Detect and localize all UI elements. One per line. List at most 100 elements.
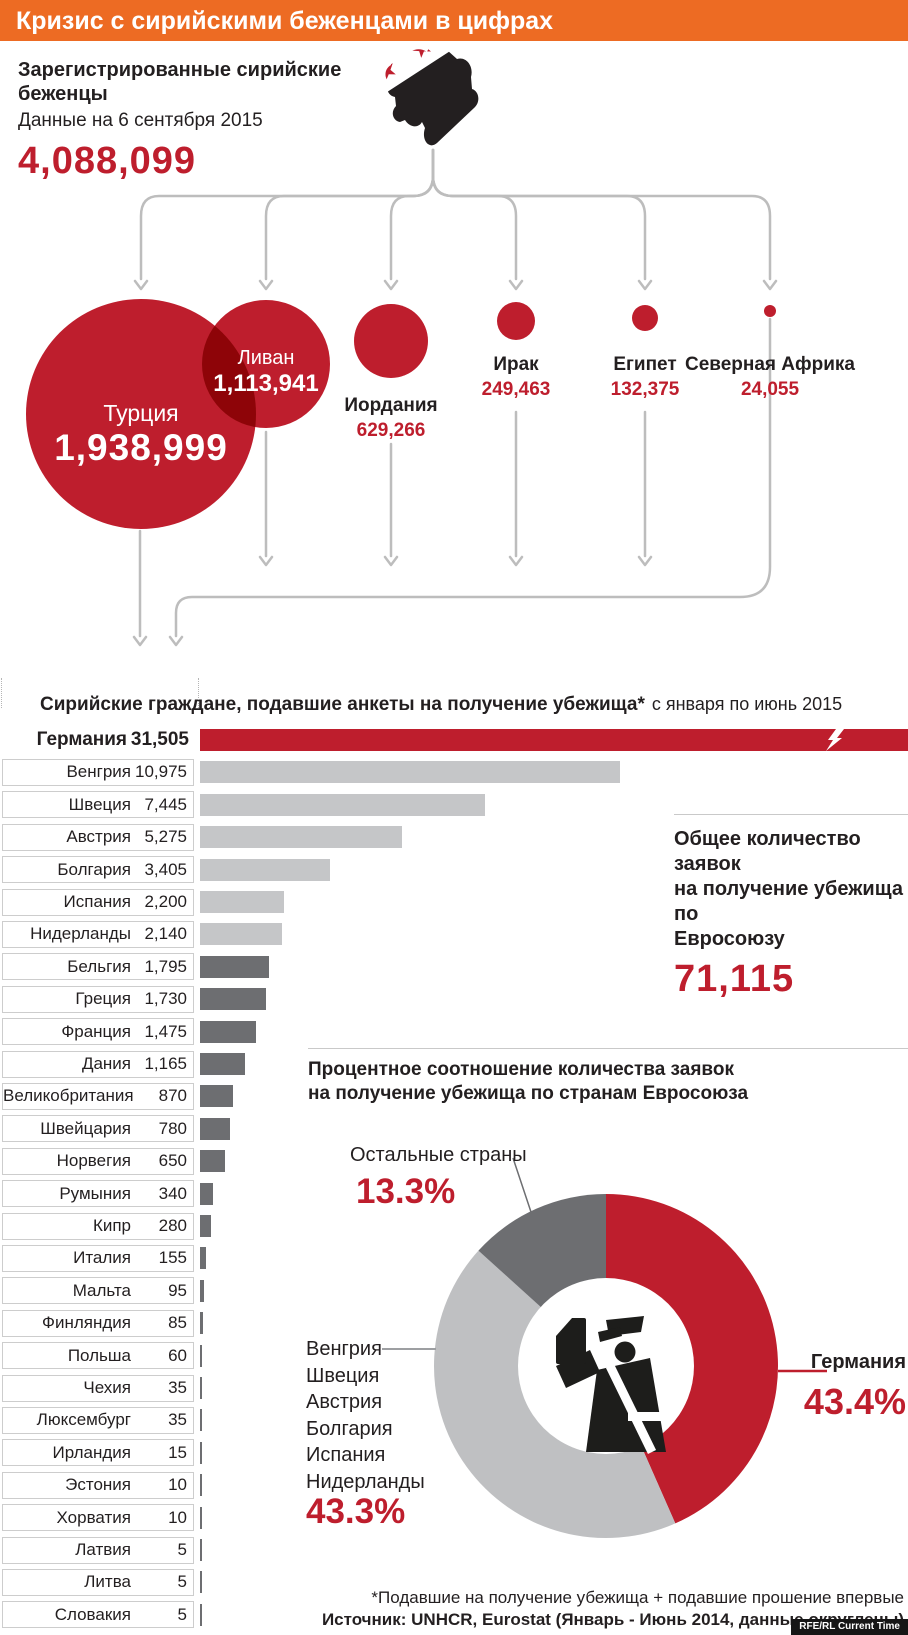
bar-label-box: Нидерланды 2,140 <box>2 920 194 948</box>
bar <box>200 1474 202 1497</box>
bar-value-label: 155 <box>158 1248 187 1268</box>
bar-value-label: 10 <box>168 1507 187 1527</box>
bar-label-box: Бельгия 1,795 <box>2 953 194 981</box>
bar-row: Румыния 340 <box>0 1180 908 1208</box>
bubble-circles <box>26 299 776 529</box>
bar-label-box: Финляндия 85 <box>2 1309 194 1337</box>
bar <box>200 729 908 751</box>
bar-country-label: Литва <box>84 1572 131 1592</box>
bar-value-label: 2,140 <box>144 924 187 944</box>
bar-country-label: Венгрия <box>66 762 131 782</box>
bar <box>200 1506 202 1529</box>
bar-row: Бельгия 1,795 <box>0 953 908 981</box>
bar-country-label: Германия <box>36 729 127 750</box>
bar-chart-title: Сирийские граждане, подавшие анкеты на п… <box>40 694 843 715</box>
bar-label-box: Польша 60 <box>2 1342 194 1370</box>
bar-row: Польша 60 <box>0 1342 908 1370</box>
bar-country-label: Финляндия <box>42 1313 131 1333</box>
bar-label-box: Испания 2,200 <box>2 888 194 916</box>
bar <box>200 1215 211 1237</box>
bubble-circle <box>632 305 658 331</box>
dotted-guide <box>1 678 2 708</box>
bar-label-box: Ирландия 15 <box>2 1439 194 1467</box>
bar-row: Великобритания 870 <box>0 1082 908 1110</box>
bar-label-box: Австрия 5,275 <box>2 823 194 851</box>
bar-label-box: Норвегия 650 <box>2 1147 194 1175</box>
bar-label-box: Словакия 5 <box>2 1601 194 1629</box>
bar-value-label: 1,795 <box>144 956 187 976</box>
asylum-bar-chart: Сирийские граждане, подавшие анкеты на п… <box>0 678 908 1635</box>
bar-label-box: Венгрия 10,975 <box>2 758 194 786</box>
bar-value-label: 5 <box>177 1572 187 1592</box>
bar-country-label: Норвегия <box>56 1151 131 1171</box>
bar-label-box: Румыния 340 <box>2 1180 194 1208</box>
bar-label-box: Великобритания 870 <box>2 1082 194 1110</box>
bar-row: Швейцария 780 <box>0 1115 908 1143</box>
bar-country-label: Люксембург <box>36 1410 131 1430</box>
bar-row: Венгрия 10,975 <box>0 758 908 786</box>
bar-country-label: Хорватия <box>56 1507 131 1527</box>
bar <box>200 1150 225 1173</box>
bar-row: Нидерланды 2,140 <box>0 920 908 948</box>
bar-country-label: Австрия <box>66 827 131 847</box>
bar-label-box: Франция 1,475 <box>2 1018 194 1046</box>
bar-label-box: Дания 1,165 <box>2 1050 194 1078</box>
bar-label-box: Литва 5 <box>2 1568 194 1596</box>
bubble-circle <box>764 305 776 317</box>
bar-label-box: Люксембург 35 <box>2 1406 194 1434</box>
dotted-guide <box>198 678 199 708</box>
bar-value-label: 85 <box>168 1313 187 1333</box>
bar-label-box: Греция 1,730 <box>2 985 194 1013</box>
bar-value-label: 2,200 <box>144 892 187 911</box>
bar-country-label: Болгария <box>57 859 131 879</box>
bar-label-box: Германия 31,505 <box>2 726 194 754</box>
bar-row: Словакия 5 <box>0 1601 908 1629</box>
bar-label-box: Швейцария 780 <box>2 1115 194 1143</box>
bar-country-label: Греция <box>75 989 131 1009</box>
bar-value-label: 340 <box>158 1183 187 1203</box>
eu-total-block: Общее количество заявок на получение убе… <box>674 814 908 1001</box>
bar-row: Швеция 7,445 <box>0 791 908 819</box>
bar <box>200 923 282 946</box>
bar-value-label: 5,275 <box>144 827 187 847</box>
bar-row: Эстония 10 <box>0 1471 908 1499</box>
header-bar: Кризис с сирийскими беженцами в цифрах <box>0 0 908 41</box>
bar-country-label: Ирландия <box>52 1442 131 1462</box>
bar-label-box: Кипр 280 <box>2 1212 194 1240</box>
bar-row: Германия 31,505 <box>0 726 908 754</box>
bar-label-box: Эстония 10 <box>2 1471 194 1499</box>
bar-row: Италия 155 <box>0 1244 908 1272</box>
bubble-circle <box>354 304 428 378</box>
bar-value-label: 3,405 <box>144 859 187 879</box>
bar-value-label: 10 <box>168 1475 187 1495</box>
bubble-circle <box>202 300 330 428</box>
bar-value-label: 280 <box>158 1216 187 1235</box>
bar <box>200 1182 213 1205</box>
bar-value-label: 35 <box>168 1410 187 1430</box>
bar-label-box: Италия 155 <box>2 1244 194 1272</box>
bar-country-label: Кипр <box>92 1216 131 1235</box>
registered-total: 4,088,099 <box>18 140 197 182</box>
bar <box>200 1441 202 1464</box>
bar-value-label: 1,165 <box>144 1054 187 1073</box>
bar-row: Греция 1,730 <box>0 985 908 1013</box>
bar-label-box: Болгария 3,405 <box>2 856 194 884</box>
refugee-flow-diagram <box>26 45 778 647</box>
bar <box>200 1085 234 1108</box>
bar-row: Мальта 95 <box>0 1277 908 1305</box>
registered-heading: Зарегистрированные сирийские беженцы <box>18 59 342 105</box>
bar <box>200 988 267 1011</box>
bar-country-label: Франция <box>61 1021 131 1041</box>
bar-label-box: Мальта 95 <box>2 1277 194 1305</box>
flow-connectors <box>132 148 778 647</box>
registered-date: Данные на 6 сентября 2015 <box>18 110 263 131</box>
bar-value-label: 780 <box>158 1118 187 1138</box>
divider <box>674 814 908 815</box>
bar-country-label: Великобритания <box>3 1086 134 1106</box>
bar-value-label: 95 <box>168 1280 187 1300</box>
bar <box>200 1053 245 1075</box>
bar-row: Испания 2,200 <box>0 888 908 916</box>
bar <box>200 1312 204 1335</box>
bar-country-label: Мальта <box>72 1280 131 1300</box>
bar <box>200 1539 202 1561</box>
